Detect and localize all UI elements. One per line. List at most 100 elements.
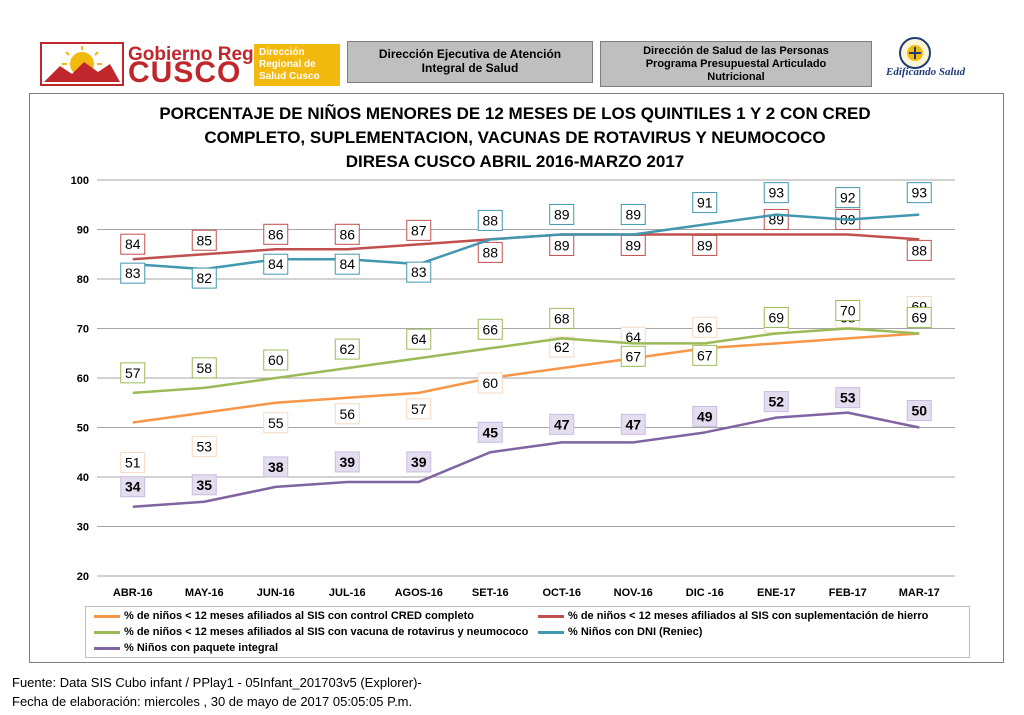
chart-legend: % de niños < 12 meses afiliados al SIS c… — [85, 606, 970, 658]
data-label-box — [120, 476, 146, 498]
data-label: 91 — [697, 195, 713, 211]
data-label: 53 — [840, 390, 856, 406]
data-label-box — [406, 451, 432, 473]
header-box-atencion-line1: Dirección Ejecutiva de Atención — [378, 47, 562, 61]
data-label-box — [191, 474, 217, 496]
y-tick-label: 20 — [77, 571, 89, 583]
data-label: 68 — [554, 310, 570, 326]
data-label-box — [263, 223, 289, 245]
data-label-box — [120, 262, 146, 284]
header-box-salud-personas: Dirección de Salud de las Personas Progr… — [600, 41, 872, 87]
data-label: 89 — [625, 206, 641, 222]
data-label-box — [120, 452, 146, 474]
data-label-box — [477, 209, 503, 231]
data-label-box — [549, 307, 575, 329]
y-tick-label: 30 — [77, 522, 89, 534]
data-label: 64 — [411, 331, 427, 347]
x-tick-label: JUN-16 — [257, 587, 295, 599]
logo-badge: Dirección Regional de Salud Cusco — [254, 44, 340, 86]
x-tick-label: NOV-16 — [614, 587, 653, 599]
y-tick-label: 80 — [77, 274, 89, 286]
data-label-box — [763, 306, 789, 328]
chart-frame — [29, 93, 1004, 663]
data-label-box — [120, 362, 146, 384]
x-tick-label: OCT-16 — [542, 587, 581, 599]
chart-title-line3: DIRESA CUSCO ABRIL 2016-MARZO 2017 — [345, 152, 685, 171]
data-label-box — [191, 229, 217, 251]
data-label: 92 — [840, 190, 856, 206]
x-tick-label: AGOS-16 — [395, 587, 443, 599]
data-label: 47 — [625, 416, 641, 432]
data-label: 57 — [125, 365, 141, 381]
chart-title-line1: PORCENTAJE DE NIÑOS MENORES DE 12 MESES … — [159, 104, 871, 123]
header-box-salud-line2: Programa Presupuestal Articulado — [645, 58, 827, 70]
legend-swatch-hierro — [538, 614, 564, 618]
data-label-box — [120, 233, 146, 255]
data-label: 69 — [768, 309, 784, 325]
data-label: 70 — [840, 303, 856, 319]
data-label-box — [692, 344, 718, 366]
data-label: 88 — [482, 212, 498, 228]
data-label: 69 — [911, 309, 927, 325]
data-label: 60 — [482, 375, 498, 391]
data-label-box — [477, 372, 503, 394]
x-tick-label: SET-16 — [472, 587, 509, 599]
data-label-box — [620, 203, 646, 225]
data-label-box — [406, 219, 432, 241]
data-label-box — [692, 234, 718, 256]
data-label-box — [191, 357, 217, 379]
data-label-box — [549, 203, 575, 225]
data-label: 93 — [911, 185, 927, 201]
data-label-box — [334, 451, 360, 473]
data-label-box — [763, 391, 789, 413]
direccion-salud-seal-icon — [899, 37, 931, 69]
data-label: 89 — [554, 206, 570, 222]
data-label: 51 — [125, 455, 141, 471]
data-label: 84 — [268, 256, 284, 272]
legend-swatch-cred — [94, 614, 120, 618]
data-label: 83 — [125, 265, 141, 281]
data-label-box — [263, 349, 289, 371]
data-label-box — [692, 192, 718, 214]
legend-swatch-dni — [538, 630, 564, 634]
header-box-atencion-line2: Integral de Salud — [421, 61, 519, 75]
data-label: 39 — [411, 454, 427, 470]
y-tick-label: 50 — [77, 423, 89, 435]
chart-title-line2: COMPLETO, SUPLEMENTACION, VACUNAS DE ROT… — [204, 128, 826, 147]
edificando-salud-seal: Edificando Salud — [880, 36, 1000, 88]
data-label: 52 — [768, 394, 784, 410]
data-label-box — [263, 456, 289, 478]
data-label: 67 — [625, 348, 641, 364]
y-tick-label: 100 — [71, 175, 89, 187]
data-label: 34 — [125, 479, 141, 495]
series-line — [132, 213, 920, 271]
data-label: 35 — [196, 477, 212, 493]
data-label-box — [763, 182, 789, 204]
header-box-salud-line1: Dirección de Salud de las Personas — [643, 45, 829, 57]
legend-swatch-paquete — [94, 646, 120, 650]
data-label: 84 — [125, 236, 141, 252]
data-label: 57 — [411, 401, 427, 417]
data-label: 39 — [339, 454, 355, 470]
legend-label-dni: % Niños con DNI (Reniec) — [568, 626, 703, 638]
data-label: 89 — [697, 237, 713, 253]
legend-item-hierro: % de niños < 12 meses afiliados al SIS c… — [538, 610, 928, 622]
data-label: 86 — [339, 226, 355, 242]
data-label: 89 — [625, 237, 641, 253]
logo-name-big: CUSCO — [128, 56, 242, 89]
data-label-box — [477, 421, 503, 443]
gobierno-regional-logo — [40, 42, 124, 86]
data-label: 66 — [697, 319, 713, 335]
data-label-box — [906, 400, 932, 421]
legend-label-cred: % de niños < 12 meses afiliados al SIS c… — [124, 610, 474, 622]
data-label: 87 — [411, 222, 427, 238]
data-label-box — [620, 413, 646, 435]
header-box-salud-line3: Nutricional — [707, 71, 765, 83]
data-label-box — [835, 187, 861, 209]
data-label-box — [906, 306, 932, 328]
data-label-box — [334, 223, 360, 245]
data-label: 88 — [482, 244, 498, 260]
data-label: 62 — [554, 339, 570, 355]
data-label: 84 — [339, 256, 355, 272]
data-label-box — [191, 267, 217, 289]
